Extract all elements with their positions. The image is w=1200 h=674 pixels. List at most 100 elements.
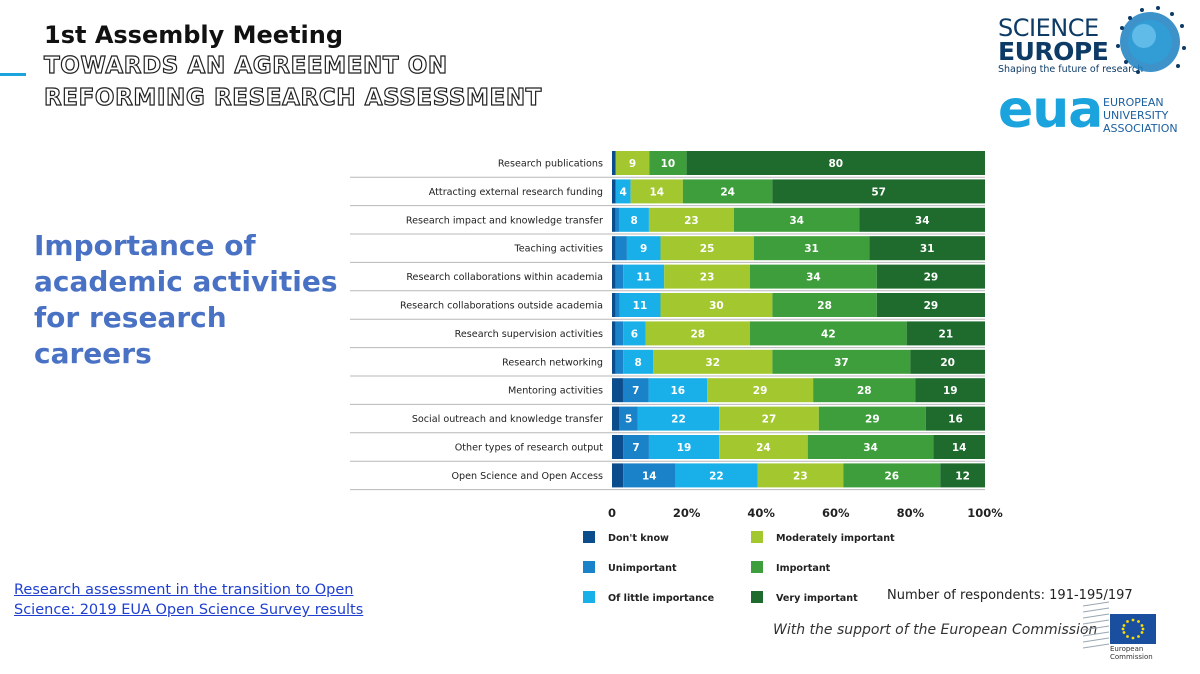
legend-label: Unimportant bbox=[608, 563, 677, 574]
bar-segment bbox=[813, 378, 916, 403]
bar-segment bbox=[623, 463, 676, 488]
data-label: 57 bbox=[871, 186, 886, 198]
data-label: 23 bbox=[700, 272, 715, 284]
data-label: 5 bbox=[625, 414, 632, 426]
legend-label: Don't know bbox=[608, 533, 669, 544]
science-europe-logo: SCIENCE EUROPE Shaping the future of res… bbox=[998, 16, 1143, 75]
legend-label: Of little importance bbox=[608, 593, 715, 604]
support-note: With the support of the European Commiss… bbox=[773, 622, 1098, 638]
bar-segment bbox=[660, 293, 773, 317]
data-label: 23 bbox=[793, 470, 808, 482]
data-label: 80 bbox=[828, 158, 843, 170]
data-label: 21 bbox=[939, 328, 954, 340]
bar-segment bbox=[719, 435, 808, 459]
respondents-note: Number of respondents: 191-195/197 bbox=[887, 588, 1133, 603]
bar-segment bbox=[649, 151, 687, 175]
data-label: 7 bbox=[632, 385, 639, 397]
source-link-line-1: Research assessment in the transition to… bbox=[14, 582, 354, 598]
legend-swatch bbox=[751, 591, 763, 603]
data-label: 34 bbox=[863, 442, 878, 454]
bar-segment bbox=[612, 207, 616, 232]
bar-segment bbox=[675, 463, 758, 488]
accent-line bbox=[0, 73, 26, 76]
data-label: 30 bbox=[709, 300, 724, 312]
bar-segment bbox=[648, 435, 720, 459]
data-label: 32 bbox=[705, 357, 720, 369]
data-label: 34 bbox=[915, 215, 930, 227]
bar-segment bbox=[612, 435, 624, 459]
slide-title-line-2: academic activities bbox=[34, 265, 338, 298]
bar-segment bbox=[615, 349, 624, 374]
headline-line-2: REFORMING RESEARCH ASSESSMENT bbox=[43, 84, 542, 111]
bar-segment bbox=[772, 293, 877, 317]
bar-segment bbox=[753, 236, 870, 261]
bar-segment bbox=[750, 264, 877, 289]
eu-flag-icon bbox=[1110, 614, 1156, 644]
category-label: Other types of research output bbox=[455, 443, 604, 454]
science-europe-tagline: Shaping the future of research bbox=[998, 64, 1144, 75]
bar-segment bbox=[612, 236, 616, 261]
bar-segment bbox=[772, 349, 911, 374]
ec-logo-text: European Commission bbox=[1110, 645, 1153, 661]
x-tick-label: 60% bbox=[822, 506, 850, 520]
bar-segment bbox=[645, 321, 751, 346]
bar-segment bbox=[615, 179, 631, 204]
x-tick-label: 100% bbox=[967, 506, 1003, 520]
eua-name-line-3: ASSOCIATION bbox=[1103, 122, 1178, 135]
bar-segment bbox=[619, 207, 649, 232]
data-label: 14 bbox=[649, 186, 664, 198]
eua-logo-name: EUROPEAN UNIVERSITY ASSOCIATION bbox=[1103, 96, 1178, 135]
data-label: 34 bbox=[806, 272, 821, 284]
bar-segment bbox=[719, 406, 819, 431]
bar-segment bbox=[682, 179, 773, 204]
source-report-link[interactable]: Research assessment in the transition to… bbox=[14, 580, 363, 620]
bar-segment bbox=[648, 207, 734, 232]
data-label: 24 bbox=[756, 442, 771, 454]
data-label: 16 bbox=[671, 385, 686, 397]
bar-segment bbox=[623, 264, 665, 289]
bar-segment bbox=[619, 293, 661, 317]
data-label: 25 bbox=[700, 243, 715, 255]
legend-label: Moderately important bbox=[776, 533, 895, 544]
data-label: 10 bbox=[661, 158, 676, 170]
bar-segment bbox=[876, 264, 985, 289]
data-label: 29 bbox=[753, 385, 768, 397]
data-label: 22 bbox=[709, 470, 724, 482]
x-tick-label: 0 bbox=[608, 506, 616, 520]
meeting-title: 1st Assembly Meeting bbox=[44, 21, 344, 49]
science-europe-word-2: EUROPE bbox=[998, 37, 1109, 66]
bar-segment bbox=[933, 435, 985, 459]
data-label: 31 bbox=[804, 243, 819, 255]
bar-segment bbox=[925, 406, 985, 431]
bar-segment bbox=[630, 179, 683, 204]
data-label: 11 bbox=[636, 272, 651, 284]
bar-segment bbox=[619, 406, 638, 431]
bar-segment bbox=[612, 406, 620, 431]
data-label: 14 bbox=[952, 442, 967, 454]
bar-segment bbox=[876, 293, 985, 317]
data-label: 6 bbox=[631, 328, 638, 340]
bar-segment bbox=[612, 264, 616, 289]
bar-segment bbox=[612, 151, 616, 175]
data-label: 9 bbox=[629, 158, 636, 170]
data-label: 37 bbox=[834, 357, 849, 369]
eua-name-line-2: UNIVERSITY bbox=[1103, 109, 1169, 122]
data-label: 28 bbox=[690, 328, 705, 340]
bar-segment bbox=[622, 378, 649, 403]
data-label: 19 bbox=[943, 385, 958, 397]
data-label: 26 bbox=[884, 470, 899, 482]
legend-label: Important bbox=[776, 563, 831, 574]
eua-name-line-1: EUROPEAN bbox=[1103, 96, 1164, 109]
data-label: 16 bbox=[948, 414, 963, 426]
bar-segment bbox=[623, 435, 649, 459]
legend-swatch bbox=[583, 531, 595, 543]
bar-segment bbox=[615, 293, 620, 317]
data-label: 20 bbox=[940, 357, 955, 369]
category-label: Attracting external research funding bbox=[429, 187, 603, 198]
slide-title-line-3: for research bbox=[34, 301, 227, 334]
data-label: 11 bbox=[633, 300, 648, 312]
ec-text-line-1: European bbox=[1110, 645, 1144, 653]
bar-segment bbox=[623, 349, 654, 374]
category-label: Research collaborations within academia bbox=[406, 272, 603, 283]
